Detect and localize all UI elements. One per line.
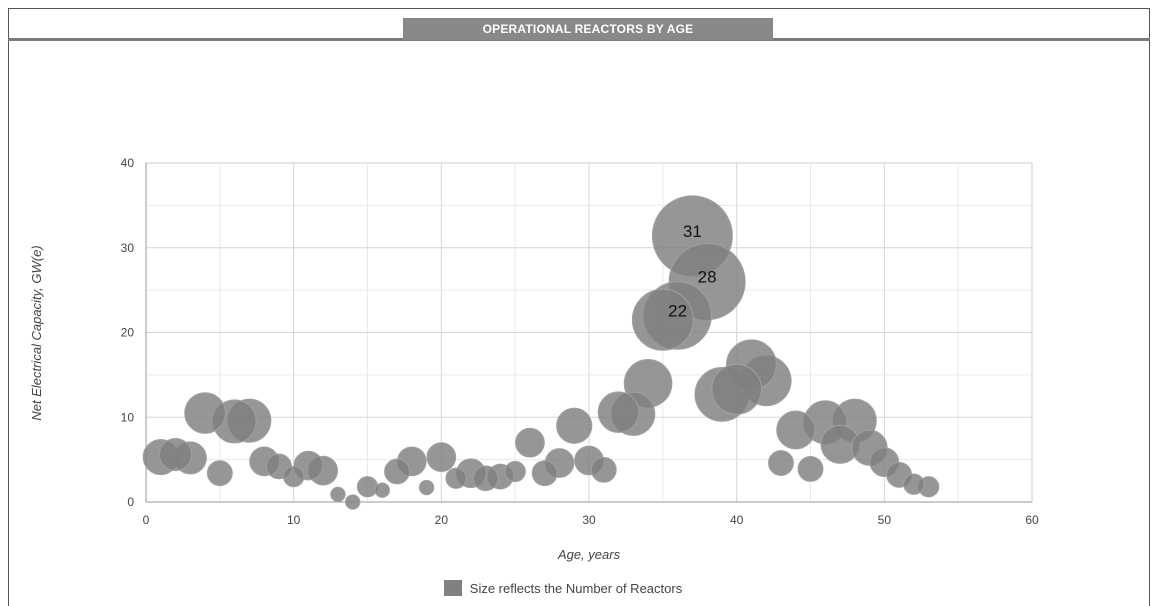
bubble-data-label: 31 <box>683 222 702 241</box>
bubble-point <box>184 392 226 434</box>
bubble-point <box>345 494 361 510</box>
bubble-data-label: 22 <box>668 302 687 321</box>
y-tick-label: 10 <box>121 410 135 424</box>
bubble-point <box>384 458 410 485</box>
bubble-point <box>283 465 305 488</box>
bubble-point <box>531 460 558 487</box>
bubble-point <box>330 486 346 503</box>
x-tick-label: 50 <box>878 513 892 527</box>
x-tick-label: 10 <box>287 513 301 527</box>
bubble-point <box>206 460 233 487</box>
bubble-point <box>597 391 640 433</box>
y-tick-label: 30 <box>121 241 135 255</box>
bubble-point <box>418 479 435 496</box>
chart-frame <box>8 8 1150 606</box>
x-tick-label: 30 <box>582 513 596 527</box>
bubble-series <box>142 195 940 510</box>
y-axis-title: Net Electrical Capacity, GW(e) <box>29 245 44 420</box>
bubble-point <box>590 456 617 483</box>
bubble-point <box>515 427 545 458</box>
legend-swatch <box>443 580 462 596</box>
bubble-point <box>631 288 694 351</box>
bubble-data-label: 28 <box>698 268 717 287</box>
chart-title: OPERATIONAL REACTORS BY AGE <box>403 18 773 40</box>
axes: 0 10 20 30 40 50 60 0 10 20 30 40 <box>121 156 1039 527</box>
bubble-point <box>903 473 925 495</box>
bubble-point <box>426 442 457 472</box>
y-tick-label: 0 <box>127 495 134 509</box>
bubble-point <box>445 467 467 489</box>
x-tick-label: 60 <box>1025 513 1039 527</box>
bubble-point <box>374 482 390 498</box>
x-tick-label: 20 <box>435 513 449 527</box>
legend: Size reflects the Number of Reactors <box>0 580 1158 596</box>
bubble-point <box>472 465 499 492</box>
bubble-point <box>158 437 193 472</box>
x-tick-label: 40 <box>730 513 744 527</box>
bubble-labels: 22 31 28 <box>668 222 716 321</box>
bubble-point <box>776 410 816 450</box>
x-tick-label: 0 <box>143 513 150 527</box>
legend-label: Size reflects the Number of Reactors <box>469 580 683 596</box>
bubble-point <box>504 460 526 483</box>
bubble-point <box>768 450 794 476</box>
bubble-point <box>711 363 763 415</box>
bubble-point <box>797 456 824 482</box>
bubble-point <box>356 476 379 498</box>
chart-canvas: 0 10 20 30 40 50 60 0 10 20 30 40 22 31 28 Age, years… <box>29 156 1039 562</box>
y-tick-label: 20 <box>121 326 135 340</box>
x-axis-title: Age, years <box>557 547 621 562</box>
y-tick-label: 40 <box>121 156 135 170</box>
bubble-point <box>556 407 593 444</box>
